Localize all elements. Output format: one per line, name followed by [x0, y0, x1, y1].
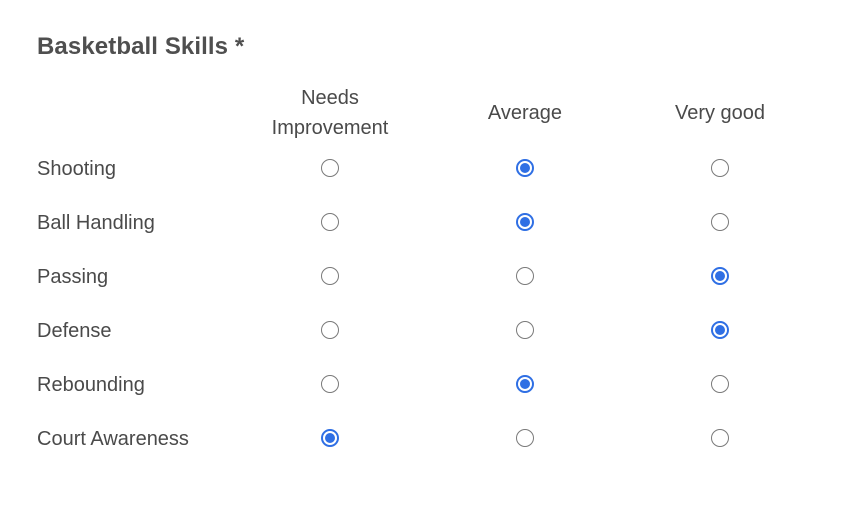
- column-header-line: Average: [487, 102, 563, 124]
- radio-option[interactable]: [711, 267, 729, 285]
- column-header-average: Average: [430, 98, 620, 128]
- row-label: Court Awareness: [37, 428, 189, 450]
- question-title: Basketball Skills *: [37, 33, 245, 60]
- radio-option[interactable]: [516, 429, 534, 447]
- column-header-line: Needs: [301, 87, 359, 109]
- radio-option[interactable]: [516, 375, 534, 393]
- row-label: Shooting: [37, 158, 116, 180]
- row-label: Ball Handling: [37, 212, 155, 234]
- radio-option[interactable]: [321, 267, 339, 285]
- radio-option[interactable]: [321, 213, 339, 231]
- row-label: Defense: [37, 320, 112, 342]
- radio-option[interactable]: [711, 375, 729, 393]
- radio-option[interactable]: [711, 321, 729, 339]
- radio-option[interactable]: [516, 321, 534, 339]
- radio-option[interactable]: [321, 159, 339, 177]
- column-header-line: Improvement: [271, 117, 389, 139]
- row-label: Passing: [37, 266, 109, 288]
- radio-option[interactable]: [516, 159, 534, 177]
- radio-option[interactable]: [711, 159, 729, 177]
- radio-option[interactable]: [516, 267, 534, 285]
- column-header-very-good: Very good: [625, 98, 815, 128]
- radio-option[interactable]: [516, 213, 534, 231]
- row-label: Rebounding: [37, 374, 145, 396]
- radio-option[interactable]: [711, 429, 729, 447]
- column-header-line: Very good: [674, 102, 766, 124]
- radio-option[interactable]: [321, 321, 339, 339]
- radio-option[interactable]: [711, 213, 729, 231]
- radio-option[interactable]: [321, 429, 339, 447]
- column-header-needs-improvement: Needs Improvement: [235, 83, 425, 143]
- radio-option[interactable]: [321, 375, 339, 393]
